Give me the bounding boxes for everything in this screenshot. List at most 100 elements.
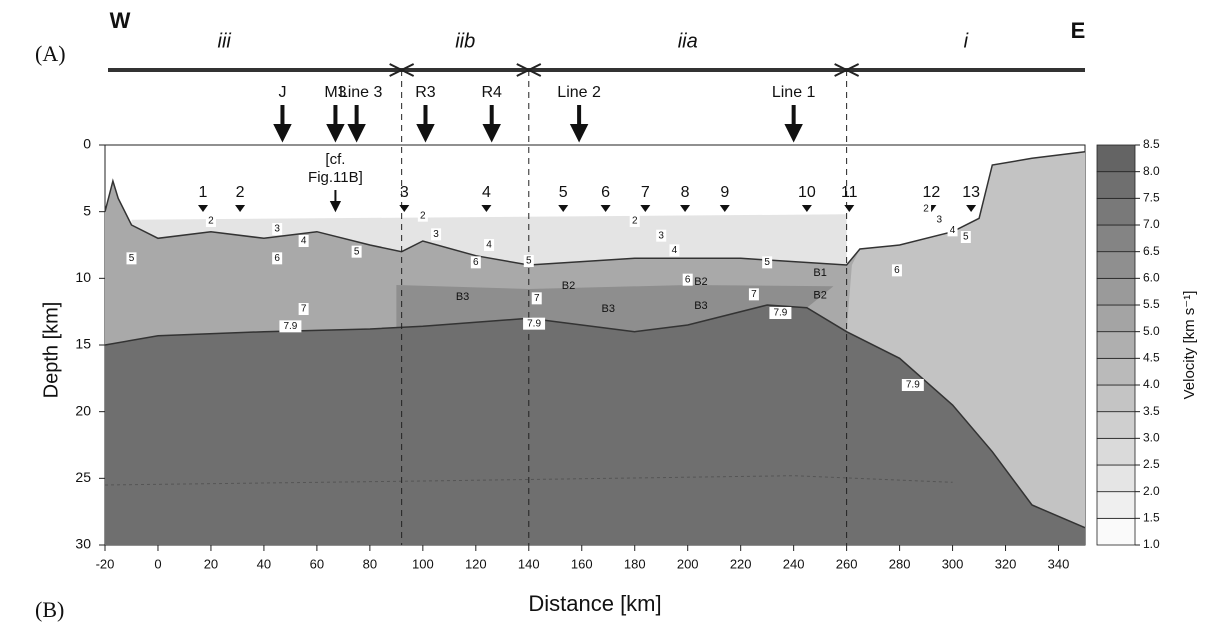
x-tick-label: 260 bbox=[836, 556, 858, 571]
colorbar-tick-label: 1.0 bbox=[1143, 537, 1160, 551]
station-label: 13 bbox=[962, 184, 980, 201]
contour-label: 3 bbox=[274, 224, 280, 235]
contour-label-box bbox=[298, 303, 309, 315]
contour-label: 4 bbox=[301, 236, 307, 247]
zone-label: i bbox=[964, 30, 969, 52]
contour-label-box bbox=[351, 245, 362, 258]
contour-label-box bbox=[470, 256, 481, 269]
x-tick-label: 280 bbox=[889, 556, 911, 571]
station-label: 2 bbox=[236, 184, 245, 201]
contour-label: 3 bbox=[658, 230, 664, 241]
x-tick-label: 100 bbox=[412, 556, 434, 571]
block-label: B1 bbox=[813, 267, 826, 279]
zone-arrow bbox=[516, 63, 542, 77]
station-label: 11 bbox=[841, 184, 858, 201]
note: [cf. bbox=[325, 151, 345, 168]
zone-arrow bbox=[834, 63, 860, 77]
colorbar-tick-label: 6.5 bbox=[1143, 244, 1160, 258]
contour-label: 6 bbox=[894, 265, 900, 276]
colorbar-segment bbox=[1096, 464, 1136, 493]
x-tick-label: -20 bbox=[96, 556, 115, 571]
x-tick-label: 140 bbox=[518, 556, 540, 571]
station-label: 8 bbox=[681, 184, 690, 201]
contour-label-box bbox=[921, 203, 932, 215]
station-marker bbox=[600, 205, 611, 212]
station-marker bbox=[235, 205, 246, 212]
x-tick-label: 240 bbox=[783, 556, 805, 571]
contour-label: 7 bbox=[534, 293, 540, 304]
y-tick-label: 10 bbox=[75, 269, 91, 285]
contour-label-box bbox=[523, 317, 546, 330]
profile-arrow bbox=[569, 105, 589, 143]
x-tick-label: 180 bbox=[624, 556, 646, 571]
profile-label: Line 1 bbox=[772, 84, 816, 101]
colorbar-segment bbox=[1096, 171, 1136, 199]
colorbar-tick-label: 3.5 bbox=[1143, 404, 1160, 418]
profile-label: R3 bbox=[415, 84, 436, 101]
profile-arrow bbox=[784, 105, 803, 143]
colorbar-tick-label: 1.5 bbox=[1143, 511, 1160, 525]
colorbar-segment bbox=[1096, 144, 1136, 173]
colorbar-tick-label: 8.0 bbox=[1143, 164, 1160, 178]
x-tick-label: 160 bbox=[571, 556, 593, 571]
note: Fig.11B] bbox=[308, 169, 363, 186]
contour-label-box bbox=[431, 228, 442, 241]
station-label: 1 bbox=[199, 184, 208, 201]
contour-label: 7.9 bbox=[906, 380, 920, 391]
contour-label-box bbox=[891, 264, 902, 277]
contour-label-box bbox=[531, 292, 542, 305]
profile-label: Line 3 bbox=[339, 84, 383, 101]
contour-label: 5 bbox=[764, 257, 770, 268]
contour-label-box bbox=[272, 223, 283, 235]
contour-label: 5 bbox=[963, 232, 969, 243]
profile-label: M3 bbox=[324, 84, 346, 101]
colorbar-segment bbox=[1096, 277, 1136, 306]
zone-label: iib bbox=[455, 30, 475, 52]
colorbar-tick-label: 2.5 bbox=[1143, 457, 1160, 471]
x-tick-label: 40 bbox=[257, 556, 271, 571]
contour-label-box bbox=[126, 252, 137, 265]
station-marker bbox=[844, 205, 855, 212]
station-label: 10 bbox=[798, 184, 816, 201]
colorbar-tick-label: 4.5 bbox=[1143, 351, 1160, 365]
contour-label: 7.9 bbox=[527, 318, 541, 329]
contour-label: 7.9 bbox=[773, 308, 787, 319]
contour-label-box bbox=[298, 235, 309, 247]
contour-label-box bbox=[279, 320, 302, 333]
contour-label: 2 bbox=[632, 216, 638, 227]
contour-label-box bbox=[947, 224, 958, 237]
profile-arrow bbox=[347, 105, 366, 143]
contour-label-box bbox=[960, 231, 971, 243]
x-tick-label: 0 bbox=[154, 556, 161, 571]
colorbar-tick-label: 4.0 bbox=[1143, 377, 1160, 391]
y-tick-label: 20 bbox=[75, 402, 91, 418]
panel-label: (A) bbox=[35, 41, 66, 66]
station-label: 5 bbox=[559, 184, 568, 201]
station-marker bbox=[801, 205, 812, 212]
contour-label: 6 bbox=[685, 274, 691, 285]
station-marker bbox=[966, 205, 977, 212]
y-tick-label: 15 bbox=[75, 336, 91, 352]
contour-label-box bbox=[682, 273, 693, 286]
deep-contour bbox=[104, 475, 953, 486]
colorbar-segment bbox=[1096, 197, 1136, 226]
contour-label-box bbox=[769, 307, 792, 319]
colorbar-segment bbox=[1096, 357, 1136, 386]
colorbar-tick-label: 7.5 bbox=[1143, 191, 1160, 205]
contour-label: 7 bbox=[301, 304, 307, 315]
contour-label-box bbox=[669, 244, 680, 257]
compass-west: W bbox=[110, 8, 131, 33]
contour-label: 3 bbox=[433, 229, 439, 240]
x-axis-label: Distance [km] bbox=[528, 591, 661, 616]
contour-label: 7 bbox=[751, 289, 757, 300]
x-tick-label: 200 bbox=[677, 556, 699, 571]
colorbar-segment bbox=[1096, 437, 1136, 466]
profile-arrow bbox=[482, 105, 501, 143]
station-marker bbox=[558, 205, 569, 212]
note-arrow bbox=[329, 190, 342, 213]
colorbar-tick-label: 7.0 bbox=[1143, 217, 1160, 231]
station-marker bbox=[640, 205, 651, 212]
contour-label: 4 bbox=[950, 225, 956, 236]
zone-arrow bbox=[389, 63, 415, 77]
contour-label-box bbox=[523, 255, 534, 267]
